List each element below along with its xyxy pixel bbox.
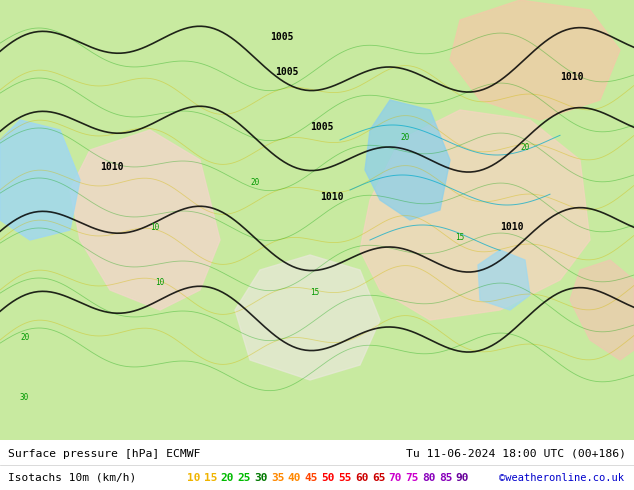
- Text: 80: 80: [422, 472, 436, 483]
- Text: Tu 11-06-2024 18:00 UTC (00+186): Tu 11-06-2024 18:00 UTC (00+186): [406, 448, 626, 459]
- Text: 1010: 1010: [320, 192, 344, 202]
- Polygon shape: [235, 255, 380, 380]
- Text: 20: 20: [20, 333, 29, 342]
- Polygon shape: [70, 130, 220, 310]
- Text: 10: 10: [150, 223, 159, 232]
- Text: 40: 40: [288, 472, 301, 483]
- Text: 1005: 1005: [270, 32, 294, 42]
- Text: 25: 25: [237, 472, 251, 483]
- Text: ©weatheronline.co.uk: ©weatheronline.co.uk: [500, 472, 624, 483]
- Text: 20: 20: [520, 143, 529, 152]
- Text: Surface pressure [hPa] ECMWF: Surface pressure [hPa] ECMWF: [8, 448, 200, 459]
- Text: 45: 45: [305, 472, 318, 483]
- Text: 1010: 1010: [100, 162, 124, 172]
- Text: 90: 90: [456, 472, 469, 483]
- Text: 1005: 1005: [275, 67, 299, 77]
- Polygon shape: [570, 260, 634, 360]
- Text: 1010: 1010: [560, 72, 583, 82]
- Polygon shape: [450, 0, 620, 120]
- Text: 85: 85: [439, 472, 453, 483]
- Text: 65: 65: [372, 472, 385, 483]
- Text: 70: 70: [389, 472, 402, 483]
- Polygon shape: [478, 250, 530, 310]
- Text: 10: 10: [155, 278, 164, 287]
- Text: Isotachs 10m (km/h): Isotachs 10m (km/h): [8, 472, 136, 483]
- Text: 60: 60: [355, 472, 368, 483]
- Text: 10: 10: [187, 472, 200, 483]
- Text: 30: 30: [20, 393, 29, 402]
- Text: 30: 30: [254, 472, 268, 483]
- Text: 50: 50: [321, 472, 335, 483]
- Text: 20: 20: [221, 472, 234, 483]
- Text: 75: 75: [406, 472, 419, 483]
- Polygon shape: [360, 110, 590, 320]
- Polygon shape: [0, 120, 80, 240]
- Text: 1010: 1010: [500, 222, 524, 232]
- Text: 20: 20: [400, 133, 410, 142]
- Text: 55: 55: [339, 472, 352, 483]
- Text: 15: 15: [455, 233, 464, 242]
- Text: 35: 35: [271, 472, 285, 483]
- Text: 1005: 1005: [310, 122, 333, 132]
- Text: 15: 15: [310, 288, 320, 297]
- Text: 15: 15: [204, 472, 217, 483]
- Text: 20: 20: [250, 178, 259, 187]
- Polygon shape: [365, 100, 450, 220]
